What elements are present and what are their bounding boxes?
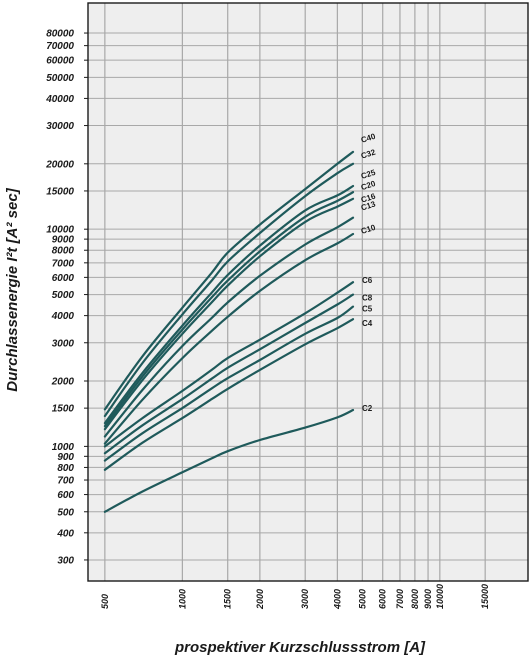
series-line-c40 bbox=[103, 150, 355, 411]
y-tick-label: 9000 bbox=[52, 235, 75, 246]
series-label-c8: C8 bbox=[362, 294, 373, 303]
y-tick-label: 500 bbox=[57, 507, 74, 518]
y-tick-label: 900 bbox=[57, 452, 74, 463]
series-label-c16: C16 bbox=[360, 191, 377, 204]
plot-background bbox=[88, 3, 528, 581]
y-axis-title: Durchlassenergie I²t [A² sec] bbox=[4, 187, 21, 391]
series-line-c20 bbox=[103, 191, 355, 428]
plot-frame bbox=[87, 2, 529, 582]
y-tick-label: 7000 bbox=[52, 258, 75, 269]
series-label-c13: C13 bbox=[360, 199, 377, 212]
y-tick-label: 15000 bbox=[46, 186, 74, 197]
y-tick-label: 4000 bbox=[51, 311, 75, 322]
series-line-c13 bbox=[103, 216, 355, 438]
series-label-c20: C20 bbox=[360, 179, 377, 192]
y-tick-label: 1500 bbox=[52, 404, 75, 415]
x-tick-label: 10000 bbox=[435, 584, 445, 609]
x-tick-label: 2000 bbox=[255, 589, 265, 610]
x-tick-label: 500 bbox=[100, 594, 110, 609]
y-tick-label: 70000 bbox=[46, 41, 74, 52]
x-tick-label: 8000 bbox=[410, 589, 420, 609]
x-tick-labels: 500 1000 1500 2000 3000 4000 5000 6000 7000 8000 9… bbox=[100, 584, 490, 610]
y-tick-label: 400 bbox=[56, 528, 74, 539]
y-tick-label: 8000 bbox=[52, 246, 75, 257]
y-tick-label: 10000 bbox=[46, 225, 74, 236]
y-tick-label: 600 bbox=[57, 490, 74, 501]
series-line-c4 bbox=[103, 318, 355, 471]
x-tick-label: 6000 bbox=[378, 589, 388, 609]
y-tick-label: 3000 bbox=[52, 338, 75, 349]
x-grid bbox=[104, 3, 486, 581]
series-line-c10 bbox=[103, 232, 355, 445]
x-tick-label: 1500 bbox=[223, 589, 233, 609]
series-label-c5: C5 bbox=[362, 305, 373, 314]
y-tick-label: 1000 bbox=[52, 442, 75, 453]
series-line-c2 bbox=[103, 408, 355, 513]
y-tick-label: 20000 bbox=[45, 159, 74, 170]
y-tick-label: 60000 bbox=[46, 56, 74, 67]
series-label-c4: C4 bbox=[362, 319, 373, 328]
x-tick-label: 9000 bbox=[423, 589, 433, 609]
y-tick-label: 50000 bbox=[46, 73, 74, 84]
series-line-c8 bbox=[103, 293, 355, 455]
series-label-c32: C32 bbox=[360, 147, 377, 160]
x-tick-label: 15000 bbox=[480, 584, 490, 609]
y-tick-label: 80000 bbox=[46, 29, 74, 40]
series-line-c6 bbox=[103, 281, 355, 448]
series-label-c25: C25 bbox=[360, 168, 377, 181]
y-grid bbox=[84, 32, 528, 561]
y-tick-label: 700 bbox=[57, 476, 74, 487]
y-tick-label: 6000 bbox=[52, 273, 75, 284]
x-tick-label: 3000 bbox=[300, 589, 310, 609]
series-label-c10: C10 bbox=[360, 223, 377, 236]
series-line-c32 bbox=[103, 162, 355, 418]
x-tick-label: 5000 bbox=[357, 589, 367, 609]
y-tick-label: 800 bbox=[57, 463, 74, 474]
series-line-c16 bbox=[103, 197, 355, 431]
x-tick-label: 1000 bbox=[177, 589, 187, 609]
y-tick-label: 40000 bbox=[45, 94, 74, 105]
series-label-c40: C40 bbox=[360, 131, 377, 144]
x-tick-label: 7000 bbox=[395, 589, 405, 609]
x-tick-label: 4000 bbox=[332, 589, 342, 610]
series-line-c5 bbox=[103, 305, 355, 462]
y-tick-label: 5000 bbox=[52, 290, 75, 301]
y-tick-label: 30000 bbox=[46, 121, 74, 132]
y-tick-label: 300 bbox=[57, 555, 74, 566]
y-tick-label: 2000 bbox=[51, 377, 75, 388]
x-axis-title: prospektiver Kurzschlussstrom [A] bbox=[174, 639, 426, 656]
series-label-c6: C6 bbox=[362, 276, 373, 285]
series-label-c2: C2 bbox=[362, 404, 373, 413]
series-lines bbox=[103, 150, 355, 513]
series-line-c25 bbox=[103, 184, 355, 425]
